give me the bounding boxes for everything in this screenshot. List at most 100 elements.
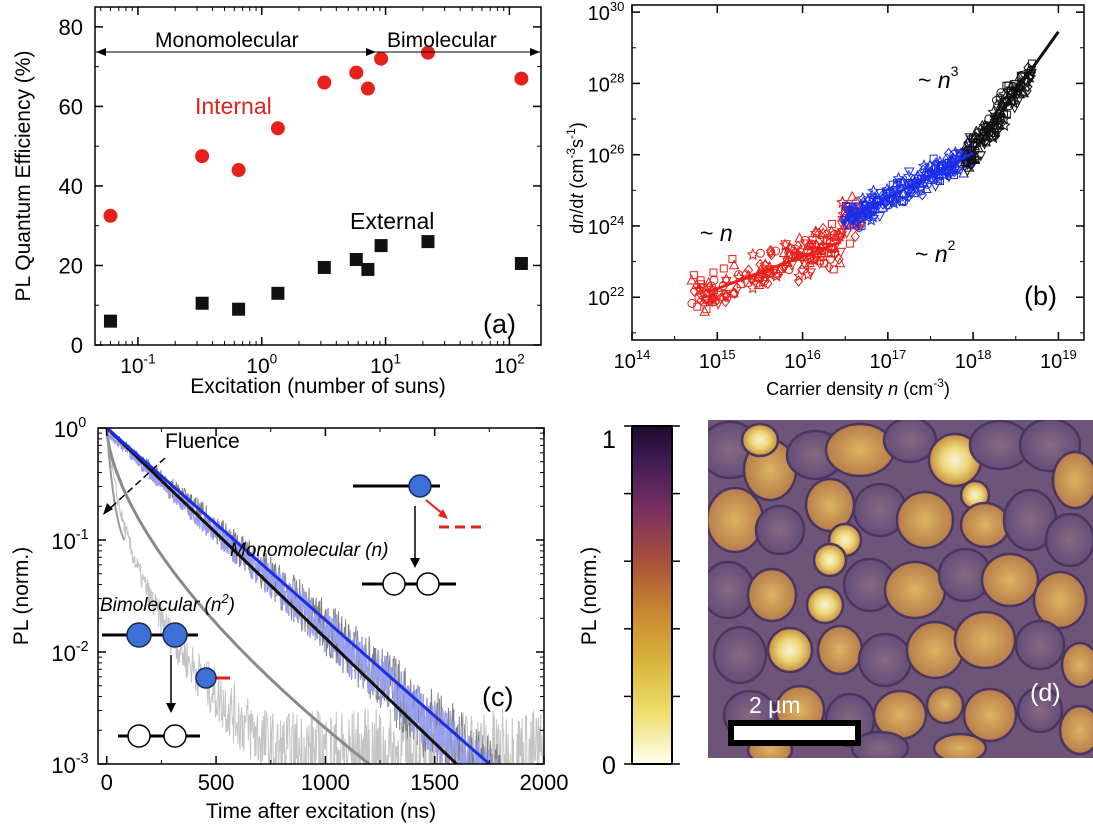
a-xtick-label: 102 (494, 352, 525, 378)
panel-b-tag: (b) (1024, 281, 1057, 311)
b-point (1016, 79, 1027, 92)
panel-c-frame (97, 427, 545, 765)
annotation-n3: ~ n3 (918, 63, 959, 93)
panel-b-marks (686, 30, 1060, 316)
b-point (746, 247, 759, 261)
b-point (752, 271, 764, 283)
b-point (887, 196, 901, 209)
b-xtick-label: 1014 (614, 347, 651, 373)
b-xtick-label: 1017 (869, 347, 906, 373)
b-point (998, 118, 1011, 132)
bi-electron-left-icon (126, 622, 152, 648)
b-point (784, 265, 794, 275)
b-point (829, 247, 840, 260)
bi-diagram (102, 622, 230, 748)
mono-emission-arrowhead (438, 509, 448, 519)
c-ytick-label-exp: -1 (76, 527, 89, 543)
c-xtick-label: 1500 (410, 770, 459, 795)
b-point (890, 178, 902, 189)
colorbar (631, 425, 673, 765)
bi-hole-right-icon (163, 724, 187, 748)
panel-b-xlabel: Carrier density n (cm-3) (766, 376, 950, 399)
b-xtick-label-exp: 14 (636, 347, 650, 362)
b-point (755, 258, 765, 271)
b-point (814, 227, 824, 240)
grain (805, 585, 845, 625)
a-xtick-label: 100 (246, 352, 277, 378)
b-ytick-label-exp: 30 (610, 0, 624, 14)
a-xtick-label-base: 10 (120, 355, 143, 378)
grain (708, 486, 765, 554)
external-point (195, 296, 209, 310)
b-point (727, 286, 739, 297)
b-point (845, 239, 854, 248)
b-point (841, 201, 850, 210)
b-point (728, 259, 740, 270)
a-ytick-label: 60 (59, 94, 83, 119)
c-ytick-label-exp: 0 (78, 415, 86, 431)
b-point (941, 170, 953, 181)
b-point (833, 228, 845, 239)
grain (766, 626, 814, 674)
b-ytick-label-exp: 28 (610, 70, 624, 85)
grain (1032, 570, 1088, 630)
grain (905, 620, 965, 680)
b-fit-line (840, 151, 974, 224)
b-point (856, 191, 869, 205)
b-point (921, 162, 933, 173)
gray-fit-line (105, 428, 372, 764)
panel-a-frame (94, 6, 542, 346)
b-point (702, 305, 711, 314)
c-ytick-label: 10-2 (51, 639, 88, 666)
b-point (703, 294, 716, 308)
b-point (855, 219, 867, 230)
grain (816, 624, 864, 676)
internal-point (374, 51, 389, 66)
b-point (970, 125, 982, 136)
b-ytick-label: 1030 (588, 0, 625, 25)
a-xtick-label-exp: -1 (144, 352, 156, 367)
b-ytick-label-base: 10 (588, 146, 610, 168)
b-point (697, 280, 706, 289)
a-xtick-label: 10-1 (120, 352, 156, 378)
b-point (778, 246, 790, 258)
c-ytick-label-base: 10 (51, 641, 75, 666)
b-point (829, 265, 838, 274)
internal-point (349, 65, 364, 80)
external-point (374, 239, 388, 253)
a-xtick-label-base: 10 (370, 355, 393, 378)
external-point (421, 235, 435, 249)
external-point (361, 262, 375, 276)
grain (812, 542, 848, 578)
bi-down-arrowhead (166, 703, 176, 713)
colorbar-tick-0: 0 (602, 752, 616, 780)
grain (895, 490, 955, 550)
colorbar-tick-1: 1 (602, 426, 616, 454)
b-point (851, 215, 862, 227)
b-point (907, 187, 917, 199)
b-point (1014, 94, 1025, 105)
blue-data-trace (106, 431, 502, 764)
b-xtick-label-base: 10 (614, 351, 636, 373)
grain (980, 552, 1040, 608)
b-point (842, 206, 854, 217)
b-point (743, 264, 754, 276)
b-point (709, 268, 718, 277)
fluence-arrow (105, 457, 166, 513)
bi-label: Bimolecular (n2) (100, 591, 235, 616)
grain (746, 567, 798, 623)
grain (1014, 619, 1066, 671)
internal-point (195, 149, 210, 164)
grain (708, 560, 756, 620)
panel-b: 1014 1015 1016 1017 1018 10191022102410261028… (564, 0, 1085, 399)
b-ytick-label-exp: 26 (610, 142, 624, 157)
b-point (701, 292, 711, 305)
c-ytick-label-base: 10 (51, 753, 75, 778)
fluence-label: Fluence (165, 430, 240, 453)
b-point (902, 169, 915, 182)
c-ytick-label: 10-1 (51, 527, 88, 554)
b-ytick-label-base: 10 (588, 217, 610, 239)
